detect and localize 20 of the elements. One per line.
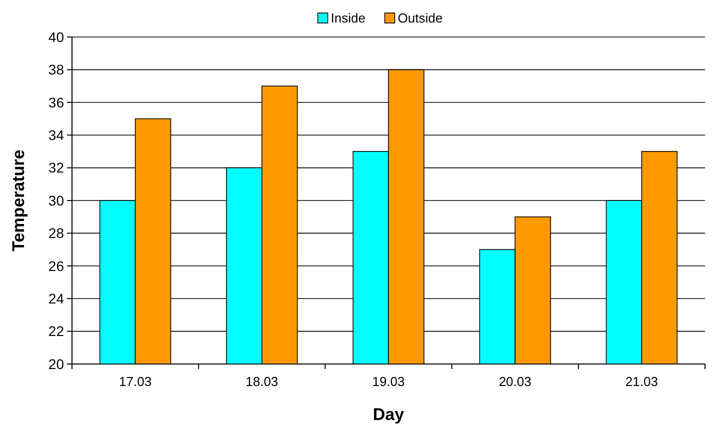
y-tick-label: 28: [48, 225, 64, 242]
y-tick-label: 30: [48, 192, 64, 208]
y-tick-label: 24: [48, 290, 64, 306]
y-tick-label: 34: [48, 127, 64, 143]
legend-label: Inside: [330, 10, 366, 26]
y-axis-title: Temperature: [9, 150, 28, 252]
y-tick-label: 32: [48, 160, 64, 176]
y-tick-label: 26: [48, 258, 64, 274]
y-tick-label: 36: [48, 94, 64, 110]
x-tick-label: 20.03: [498, 374, 532, 389]
y-tick-label: 40: [48, 28, 64, 45]
x-axis-title: Day: [372, 405, 405, 424]
y-tick-label: 38: [48, 62, 64, 78]
x-tick-label: 21.03: [625, 374, 658, 389]
x-tick-label: 17.03: [119, 374, 152, 389]
legend-label: Outside: [398, 10, 443, 26]
y-tick-label: 22: [48, 323, 64, 340]
x-tick-label: 19.03: [372, 374, 405, 389]
x-tick-label: 18.03: [246, 374, 278, 389]
y-tick-label: 20: [48, 356, 64, 372]
